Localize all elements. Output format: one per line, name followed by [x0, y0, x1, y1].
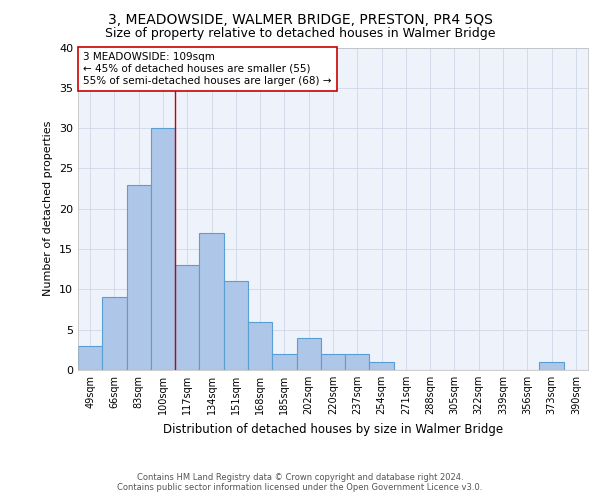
Y-axis label: Number of detached properties: Number of detached properties — [43, 121, 53, 296]
Text: Size of property relative to detached houses in Walmer Bridge: Size of property relative to detached ho… — [105, 28, 495, 40]
Bar — [199, 233, 224, 370]
Bar — [272, 354, 296, 370]
Bar — [296, 338, 321, 370]
Bar — [78, 346, 102, 370]
Bar — [224, 282, 248, 370]
Bar — [370, 362, 394, 370]
Bar — [175, 265, 199, 370]
Bar — [151, 128, 175, 370]
Bar — [539, 362, 564, 370]
Text: 3, MEADOWSIDE, WALMER BRIDGE, PRESTON, PR4 5QS: 3, MEADOWSIDE, WALMER BRIDGE, PRESTON, P… — [107, 12, 493, 26]
Bar — [345, 354, 370, 370]
X-axis label: Distribution of detached houses by size in Walmer Bridge: Distribution of detached houses by size … — [163, 422, 503, 436]
Bar — [127, 184, 151, 370]
Text: 3 MEADOWSIDE: 109sqm
← 45% of detached houses are smaller (55)
55% of semi-detac: 3 MEADOWSIDE: 109sqm ← 45% of detached h… — [83, 52, 332, 86]
Text: Contains HM Land Registry data © Crown copyright and database right 2024.
Contai: Contains HM Land Registry data © Crown c… — [118, 473, 482, 492]
Bar — [321, 354, 345, 370]
Bar — [248, 322, 272, 370]
Bar — [102, 298, 127, 370]
